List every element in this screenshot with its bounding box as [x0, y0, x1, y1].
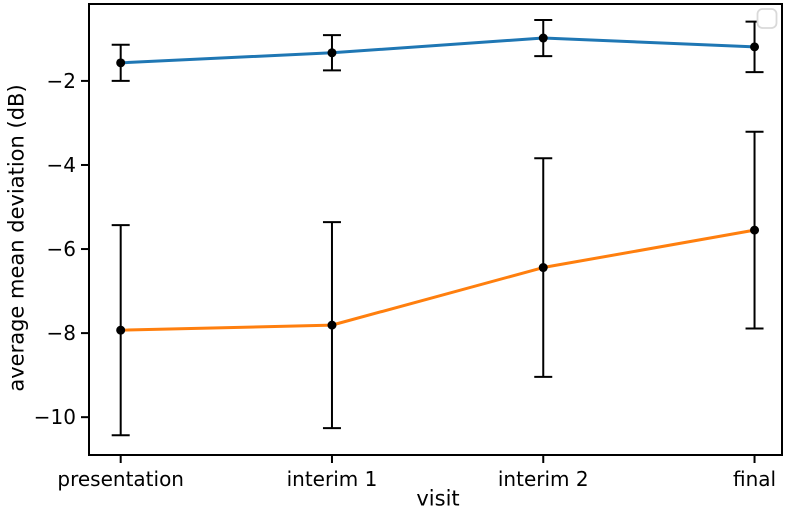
- x-tick-label: interim 1: [287, 467, 378, 491]
- x-tick-label: interim 2: [498, 467, 589, 491]
- y-tick-label: −2: [47, 69, 76, 93]
- y-tick-label: −6: [47, 237, 76, 261]
- y-axis-label: average mean deviation (dB): [4, 84, 29, 392]
- plot-frame: [88, 3, 783, 456]
- data-point-marker: [116, 325, 126, 335]
- series-line-1: [119, 228, 757, 332]
- data-point-marker: [327, 320, 337, 330]
- data-point-marker: [538, 263, 548, 273]
- data-point-marker: [327, 48, 337, 58]
- x-tick-label: final: [733, 467, 776, 491]
- y-tick-label: −10: [34, 405, 76, 429]
- data-point-marker: [750, 225, 760, 235]
- data-point-marker: [116, 58, 126, 68]
- x-tick-label: presentation: [57, 467, 184, 491]
- legend-box: [756, 8, 778, 29]
- series-line-0: [119, 36, 757, 65]
- x-axis-label: visit: [416, 486, 460, 511]
- series-points-0: [111, 18, 764, 82]
- y-axis: −2 −4 −6 −8 −10: [34, 69, 89, 429]
- data-point-marker: [750, 42, 760, 52]
- data-point-marker: [538, 33, 548, 43]
- y-tick-label: −8: [47, 321, 76, 345]
- x-axis: presentation interim 1 interim 2 final: [57, 455, 776, 491]
- series-points-1: [111, 130, 764, 437]
- y-tick-label: −4: [47, 153, 76, 177]
